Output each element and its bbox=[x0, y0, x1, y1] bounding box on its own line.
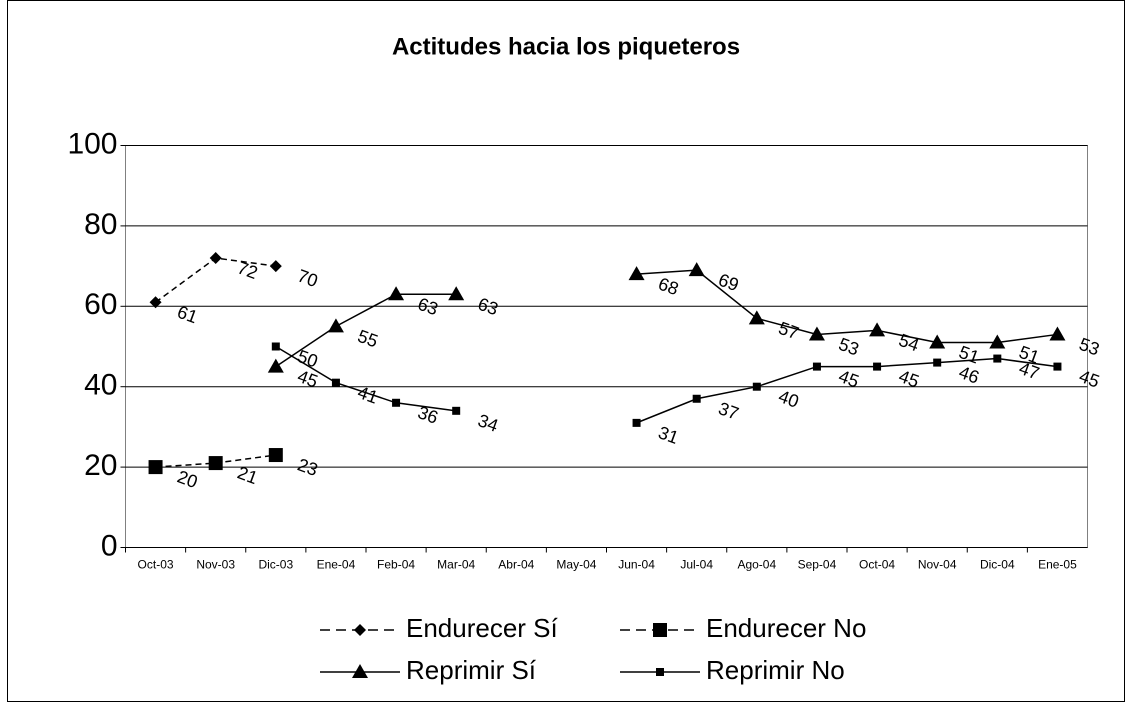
series-line bbox=[275, 345, 1058, 424]
marker bbox=[989, 334, 1006, 349]
marker bbox=[628, 266, 645, 281]
y-tick-label: 40 bbox=[84, 369, 117, 402]
marker bbox=[448, 286, 465, 301]
x-tick-label: May-04 bbox=[556, 558, 596, 572]
marker bbox=[692, 394, 701, 403]
marker bbox=[208, 456, 223, 471]
x-tick-label: Jul-04 bbox=[680, 558, 713, 572]
marker bbox=[269, 260, 282, 273]
marker bbox=[209, 252, 222, 265]
x-tick-label: Oct-04 bbox=[859, 558, 895, 572]
marker bbox=[452, 406, 461, 415]
marker bbox=[354, 624, 366, 636]
marker bbox=[869, 322, 886, 337]
marker bbox=[327, 318, 344, 333]
marker bbox=[873, 362, 882, 371]
x-tick-label: Oct-03 bbox=[138, 558, 174, 572]
y-tick-label: 100 bbox=[67, 127, 117, 160]
marker bbox=[752, 382, 761, 391]
x-tick-label: Mar-04 bbox=[437, 558, 475, 572]
x-tick-label: Sep-04 bbox=[798, 558, 837, 572]
chart-title: Actitudes hacia los piqueteros bbox=[392, 33, 740, 60]
x-tick-label: Nov-04 bbox=[918, 558, 957, 572]
y-tick-label: 20 bbox=[84, 449, 117, 482]
marker bbox=[268, 448, 283, 463]
y-tick-label: 80 bbox=[84, 208, 117, 241]
y-tick-label: 0 bbox=[101, 529, 118, 562]
marker bbox=[1053, 362, 1062, 371]
legend-label: Reprimir No bbox=[706, 655, 845, 685]
x-tick-label: Ago-04 bbox=[737, 558, 776, 572]
marker bbox=[331, 378, 340, 387]
y-tick-label: 60 bbox=[84, 288, 117, 321]
series-line bbox=[275, 269, 1058, 368]
x-tick-label: Feb-04 bbox=[377, 558, 415, 572]
marker bbox=[656, 668, 664, 676]
marker bbox=[352, 664, 368, 678]
x-tick-label: Dic-04 bbox=[980, 558, 1015, 572]
marker bbox=[392, 398, 401, 407]
marker bbox=[808, 326, 825, 341]
marker bbox=[688, 262, 705, 277]
legend-label: Endurecer Sí bbox=[406, 613, 559, 643]
marker bbox=[929, 334, 946, 349]
marker bbox=[267, 358, 284, 373]
marker bbox=[1049, 326, 1066, 341]
x-tick-label: Dic-03 bbox=[258, 558, 293, 572]
marker bbox=[388, 286, 405, 301]
marker bbox=[933, 358, 942, 367]
marker bbox=[748, 310, 765, 325]
marker bbox=[812, 362, 821, 371]
legend-label: Reprimir Sí bbox=[406, 655, 537, 685]
marker bbox=[148, 460, 163, 475]
x-tick-label: Jun-04 bbox=[618, 558, 655, 572]
marker bbox=[632, 418, 641, 427]
marker bbox=[149, 296, 162, 309]
x-tick-label: Nov-03 bbox=[196, 558, 235, 572]
chart-border bbox=[7, 0, 1125, 702]
x-tick-label: Ene-04 bbox=[317, 558, 356, 572]
marker bbox=[271, 342, 280, 351]
marker bbox=[993, 354, 1002, 363]
marker bbox=[653, 623, 667, 637]
x-tick-label: Abr-04 bbox=[498, 558, 534, 572]
x-tick-label: Ene-05 bbox=[1038, 558, 1077, 572]
legend-label: Endurecer No bbox=[706, 613, 866, 643]
